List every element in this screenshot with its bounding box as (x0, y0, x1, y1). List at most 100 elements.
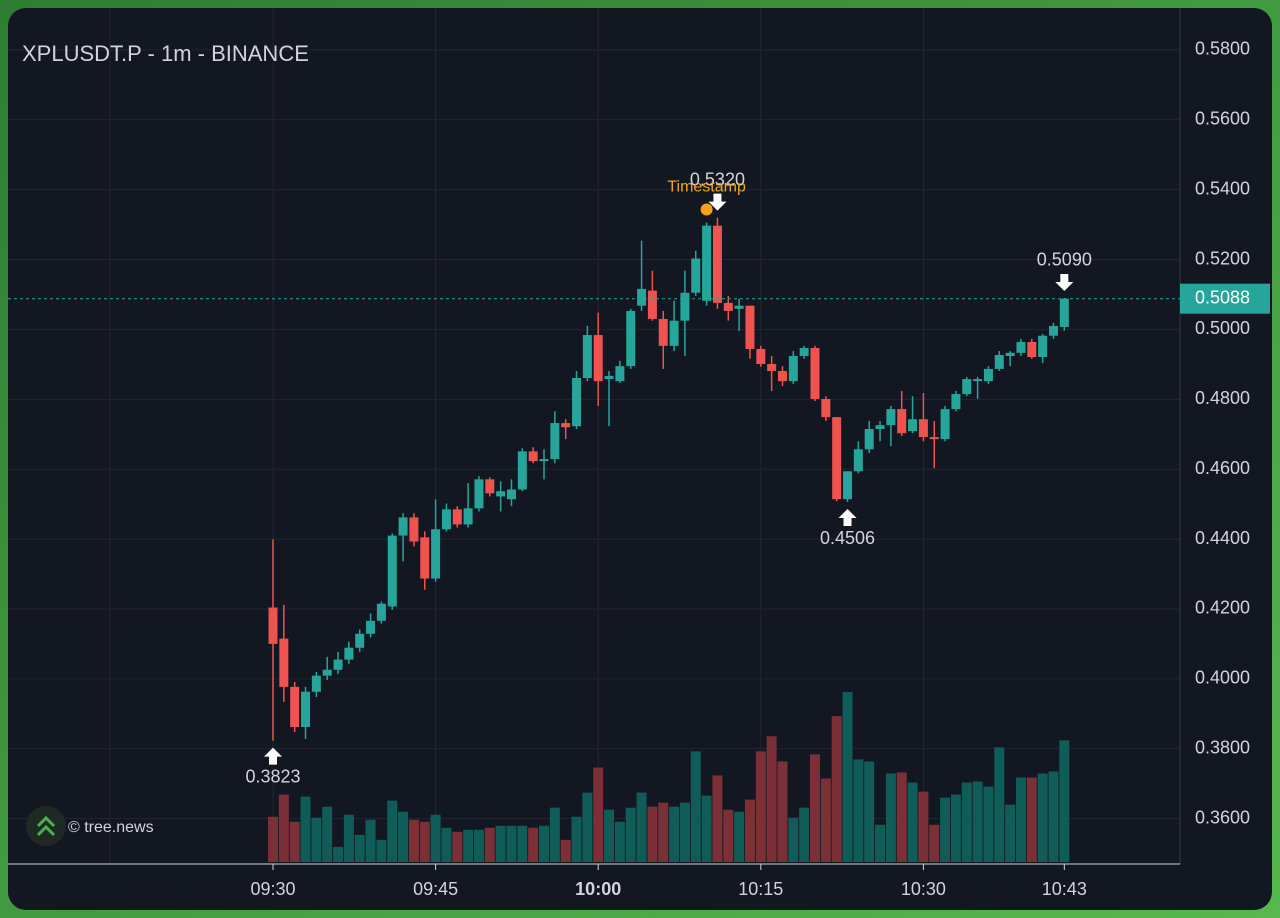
candles (268, 217, 1069, 741)
volume-bar (799, 807, 810, 862)
candle-body (669, 320, 679, 346)
y-tick-label: 0.4600 (1195, 458, 1250, 478)
annotation: 0.4506 (820, 509, 875, 548)
candle-body (886, 409, 896, 426)
candle-body (691, 258, 701, 293)
volume-bar (734, 811, 745, 862)
volume-bar (322, 806, 333, 862)
candle-body (702, 225, 712, 301)
volume-bar (994, 747, 1005, 862)
volume-bar (408, 819, 419, 862)
volume-bar (972, 781, 983, 862)
panel (8, 8, 1272, 910)
volume-bar (820, 778, 831, 862)
candle-body (843, 471, 853, 500)
volume-bar (701, 795, 712, 862)
candle-body (864, 429, 874, 450)
candle-body (973, 379, 983, 382)
volume-bar (398, 811, 409, 862)
volume-bar (755, 751, 766, 862)
candle-body (452, 509, 462, 525)
watermark: © tree.news (68, 819, 154, 836)
candle-body (528, 451, 538, 462)
y-tick-label: 0.4800 (1195, 388, 1250, 408)
volume-bar (419, 821, 430, 862)
volume-bar (1048, 771, 1059, 862)
y-tick-label: 0.4200 (1195, 598, 1250, 618)
candle-body (929, 437, 939, 440)
y-tick-label: 0.4000 (1195, 668, 1250, 688)
candle-body (637, 288, 647, 306)
volume-bar (918, 791, 929, 862)
candle-body (983, 368, 993, 382)
volume-bar (560, 839, 571, 862)
volume-bar (690, 751, 701, 862)
volume-bar (712, 775, 723, 862)
candle-body (821, 398, 831, 418)
candle-body (853, 449, 863, 472)
logo (26, 806, 66, 846)
volume-bar (604, 809, 615, 862)
annotation-label: 0.4506 (820, 528, 875, 548)
candle-body (366, 620, 376, 634)
volume-bar (950, 794, 961, 862)
candle-body (322, 669, 332, 676)
volume-bar (810, 754, 820, 862)
annotations: 0.5088 0.5320 0.3823 0.4506 0.5090 Timestamp (8, 169, 1270, 786)
volume-bar (593, 767, 604, 862)
y-tick-label: 0.3800 (1195, 737, 1250, 757)
candle-body (647, 290, 657, 319)
y-tick-label: 0.5400 (1195, 178, 1250, 198)
volume-bar (744, 799, 755, 862)
chart-title: XPLUSDT.P - 1m - BINANCE (22, 41, 309, 66)
volume-bar (1037, 773, 1048, 862)
y-tick-label: 0.5000 (1195, 318, 1250, 338)
candle-body (593, 335, 603, 382)
candle-body (441, 509, 451, 530)
candle-body (994, 354, 1004, 369)
candle-body (474, 479, 484, 509)
axes: 0.3600 0.3800 0.4000 0.4200 0.4400 0.4600 0.48… (250, 39, 1250, 899)
volume-bar (679, 802, 690, 862)
annotation-label: 0.5090 (1037, 250, 1092, 270)
arrow-up (838, 509, 857, 527)
x-tick-label: 10:15 (738, 879, 783, 899)
last-price-box (1180, 283, 1270, 314)
y-tick-label: 0.4400 (1195, 528, 1250, 548)
x-tick-label: 09:30 (250, 879, 295, 899)
candle-body (517, 451, 527, 490)
x-tick-label: 10:43 (1042, 879, 1087, 899)
volume-bar (517, 825, 528, 862)
x-tick-label: 09:45 (413, 879, 458, 899)
arrow-down (708, 193, 727, 211)
volume-bar (885, 773, 896, 862)
candle-body (908, 419, 918, 432)
candle-body (788, 355, 798, 382)
volume-bar (842, 692, 853, 862)
volume-pane (268, 692, 1070, 862)
volume-bar (571, 816, 582, 862)
volume-bar (896, 772, 907, 862)
candle-body (832, 417, 842, 500)
candle-body (506, 489, 516, 500)
candle-body (1027, 342, 1037, 358)
volume-bar (658, 802, 669, 862)
candle-body (756, 349, 766, 365)
candle-body (355, 633, 365, 648)
candle-body (940, 409, 950, 440)
arrow-up (264, 747, 282, 765)
volume-bar (452, 831, 463, 862)
volume-bar (528, 827, 539, 862)
candle-body (615, 366, 625, 382)
candle-body (344, 647, 354, 660)
candle-body (539, 459, 549, 462)
volume-bar (268, 816, 278, 862)
candle-body (279, 638, 289, 687)
candle-body (376, 603, 386, 621)
volume-bar (278, 794, 289, 862)
timestamp-label: Timestamp (667, 179, 746, 196)
candle-body (1016, 342, 1026, 353)
candle-body (810, 347, 820, 399)
candle-body (1059, 298, 1069, 327)
